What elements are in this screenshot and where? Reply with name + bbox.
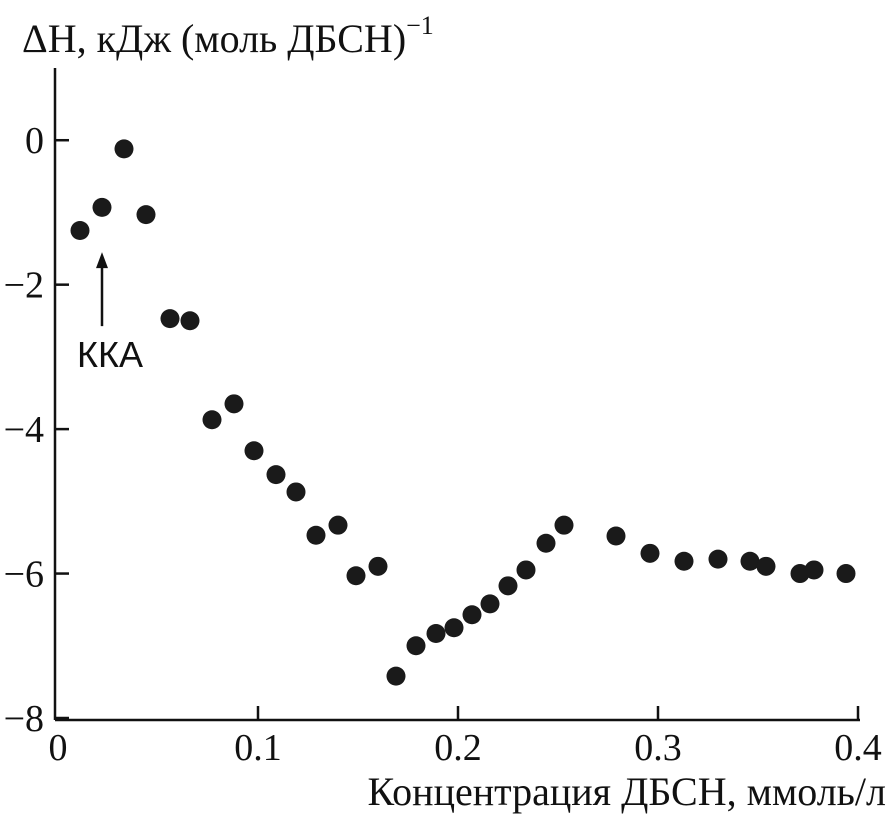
- data-point: [114, 139, 134, 159]
- data-point: [266, 465, 286, 485]
- data-point: [480, 594, 500, 614]
- x-tick-label: 0: [49, 727, 68, 769]
- data-point: [224, 394, 244, 414]
- data-points: [70, 139, 856, 686]
- y-axis-title-units: , кДж (моль ДБСН): [77, 16, 407, 61]
- data-point: [368, 556, 388, 576]
- data-point: [92, 197, 112, 217]
- data-point: [346, 566, 366, 586]
- y-tick-label: −2: [4, 265, 44, 307]
- data-point: [160, 309, 180, 329]
- data-point: [426, 624, 446, 643]
- data-point: [554, 515, 574, 535]
- data-point: [180, 311, 200, 331]
- data-point: [708, 549, 728, 569]
- data-point: [386, 666, 406, 686]
- y-tick-label: −6: [4, 554, 44, 596]
- y-axis-title-symbol: ΔH: [22, 16, 77, 61]
- x-axis-title: Концентрация ДБСН, ммоль/л: [367, 769, 886, 814]
- annotation-arrow-head: [96, 252, 108, 269]
- data-point: [70, 221, 90, 240]
- x-tick-label: 0.2: [434, 727, 482, 769]
- y-axis-title-exponent: −1: [406, 11, 434, 40]
- data-point: [244, 441, 264, 461]
- data-point: [804, 560, 824, 580]
- data-point: [286, 482, 306, 502]
- data-point: [328, 515, 348, 535]
- y-ticks: 0 −2 −4 −6 −8: [4, 120, 69, 740]
- y-tick-label: −8: [4, 698, 44, 740]
- data-point: [536, 533, 556, 553]
- x-tick-label: 0.4: [834, 727, 882, 769]
- data-point: [136, 205, 156, 225]
- data-point: [498, 576, 518, 596]
- x-tick-label: 0.3: [634, 727, 682, 769]
- y-tick-label: 0: [25, 120, 44, 162]
- data-point: [640, 543, 660, 563]
- x-tick-label: 0.1: [234, 727, 282, 769]
- annotation-label: ККА: [77, 334, 143, 375]
- y-tick-label: −4: [4, 409, 44, 451]
- data-point: [306, 525, 326, 545]
- data-point: [740, 551, 760, 571]
- data-point: [606, 526, 626, 546]
- data-point: [444, 618, 464, 638]
- data-point: [674, 551, 694, 571]
- data-point: [836, 564, 856, 584]
- data-point: [202, 410, 222, 430]
- data-point: [406, 636, 426, 656]
- data-point: [756, 556, 776, 576]
- y-axis-title: ΔH, кДж (моль ДБСН)−1: [22, 11, 434, 61]
- data-point: [462, 605, 482, 625]
- annotation-kka: ККА: [77, 252, 143, 375]
- x-ticks: 0 0.1 0.2 0.3 0.4: [49, 706, 882, 769]
- data-point: [516, 560, 536, 580]
